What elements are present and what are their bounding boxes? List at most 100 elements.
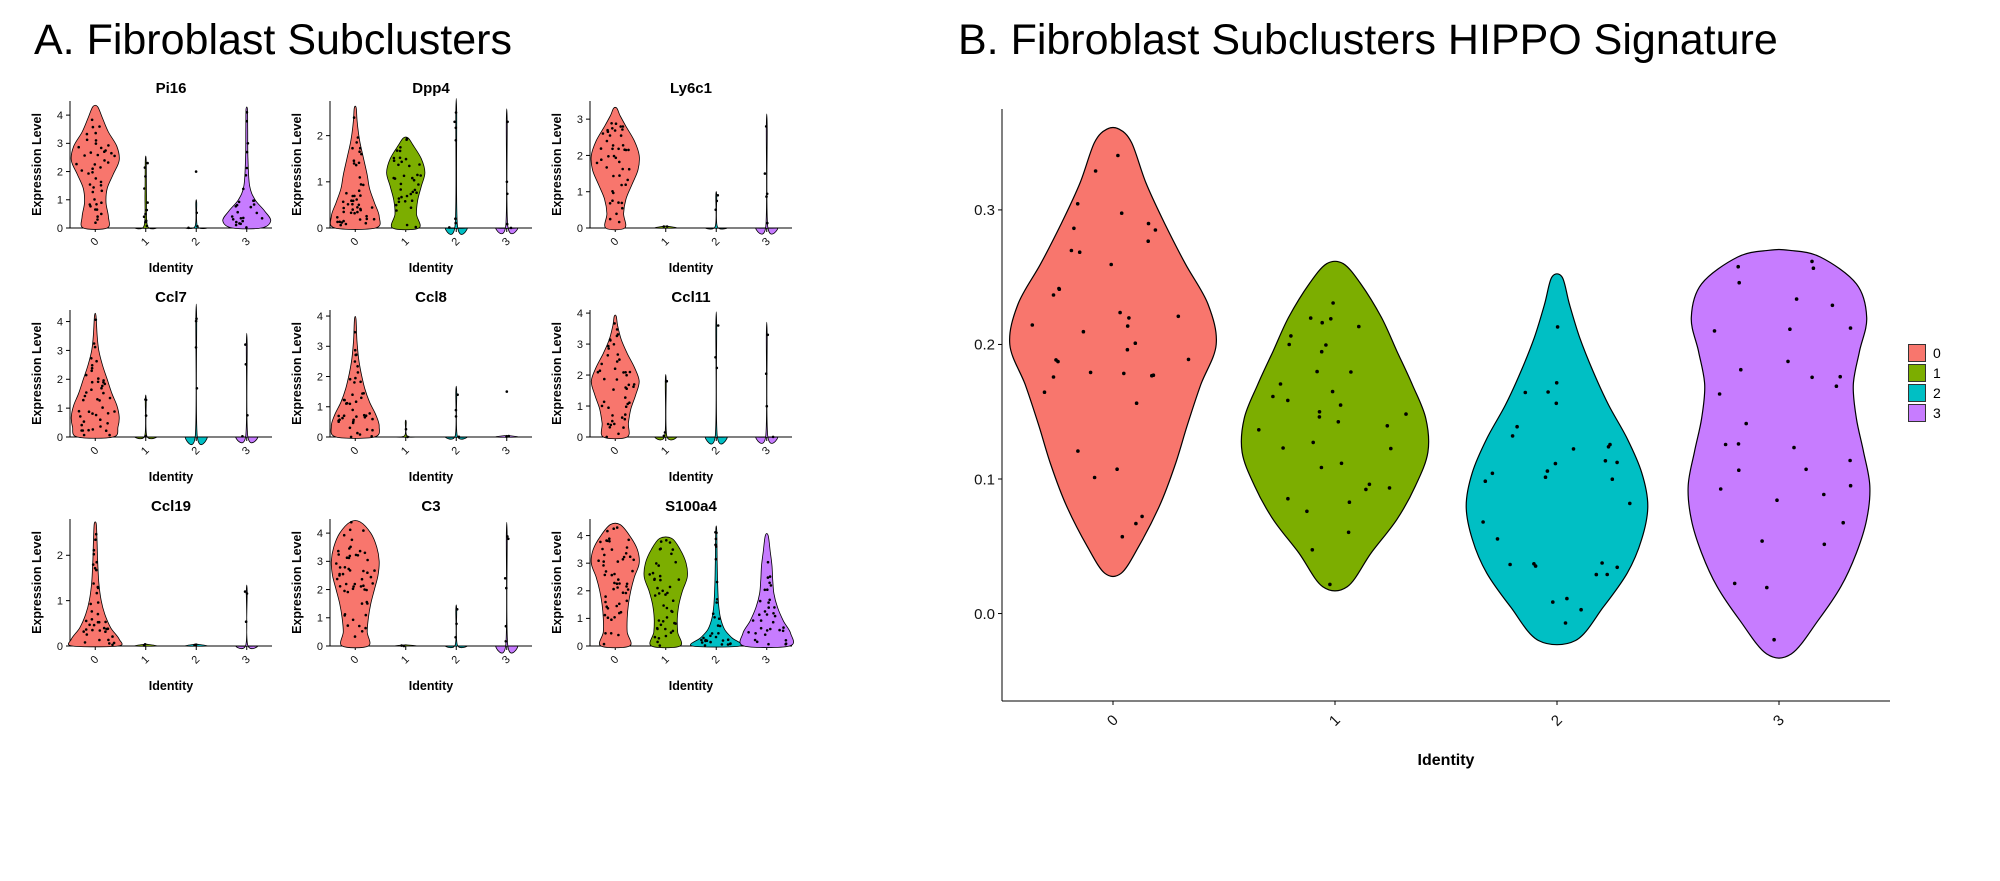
svg-text:1: 1 xyxy=(57,195,63,207)
points-Dpp4-1 xyxy=(392,137,422,229)
violin-chart-c3: C3 0 1 2 3 4 0 1 2 3 Identity Expression Level xyxy=(290,498,532,693)
legend-item-3: 3 xyxy=(1908,404,1941,422)
svg-text:0: 0 xyxy=(317,432,323,444)
y-axis: 0 1 2 3 4 xyxy=(577,530,590,653)
points-Pi16-3 xyxy=(230,111,264,229)
violin-chart-ccl11: Ccl11 0 1 2 3 4 0 1 2 3 Identity Expression Level xyxy=(550,289,792,484)
points-Pi16-2 xyxy=(187,170,199,230)
points-Dpp4-3 xyxy=(505,120,513,230)
x-axis-label: Identity xyxy=(149,470,193,484)
violin-Dpp4-3 xyxy=(495,108,519,235)
subplot-title: Ccl8 xyxy=(415,289,447,306)
subplot-title: Dpp4 xyxy=(412,80,450,97)
points-Ly6c1-2 xyxy=(714,194,720,211)
svg-text:0.3: 0.3 xyxy=(974,202,995,219)
x-axis: 0 1 2 3 xyxy=(609,646,773,666)
violin-Ccl11-2 xyxy=(704,311,728,445)
violin-Dpp4-0 xyxy=(329,105,381,230)
points-Ccl11-2 xyxy=(714,324,720,370)
svg-text:3: 3 xyxy=(317,556,323,568)
svg-text:2: 2 xyxy=(710,445,723,458)
svg-text:1: 1 xyxy=(139,654,152,667)
violin-chart-dpp4: Dpp4 0 1 2 0 1 2 3 Identity Expression Level xyxy=(290,80,532,275)
points-Ccl8-0 xyxy=(337,330,374,439)
y-axis-label: Expression Level xyxy=(290,531,304,634)
svg-text:2: 2 xyxy=(190,445,203,458)
svg-text:0.0: 0.0 xyxy=(974,606,995,623)
svg-text:0: 0 xyxy=(349,236,362,249)
svg-text:0.2: 0.2 xyxy=(974,337,995,354)
points-S100a4-0 xyxy=(597,526,635,646)
y-axis-label: Expression Level xyxy=(290,322,304,425)
svg-text:0: 0 xyxy=(609,654,622,667)
violin-Pi16-2 xyxy=(184,199,208,230)
x-axis-label: Identity xyxy=(1418,752,1475,769)
svg-text:1: 1 xyxy=(57,595,63,607)
svg-text:0: 0 xyxy=(89,236,102,249)
points-C3-0 xyxy=(335,520,376,638)
svg-text:2: 2 xyxy=(577,150,583,162)
violin-C3-1 xyxy=(394,644,418,647)
svg-text:2: 2 xyxy=(317,130,323,142)
svg-text:2: 2 xyxy=(57,166,63,178)
legend-swatch-icon xyxy=(1908,404,1926,422)
y-axis: 0 1 2 xyxy=(317,130,330,235)
svg-text:0: 0 xyxy=(1104,712,1122,730)
violin-C3-2 xyxy=(444,604,468,649)
legend-item-1: 1 xyxy=(1908,364,1941,382)
points-C3-3 xyxy=(503,535,510,643)
points-hippo_signature-1 xyxy=(1257,301,1408,587)
svg-text:1: 1 xyxy=(1326,712,1344,730)
svg-text:4: 4 xyxy=(317,311,323,323)
points-Ccl7-0 xyxy=(77,318,116,437)
violin-chart-ly6c1: Ly6c1 0 1 2 3 0 1 2 3 Identity Expression Level xyxy=(550,80,792,275)
subplot-s100a4: S100a4 0 1 2 3 4 0 1 2 3 Identity Expression Level xyxy=(550,495,798,700)
svg-text:1: 1 xyxy=(577,187,583,199)
y-axis-label: Expression Level xyxy=(290,113,304,216)
svg-text:1: 1 xyxy=(577,401,583,413)
svg-text:3: 3 xyxy=(577,114,583,126)
subplot-title: Ccl19 xyxy=(151,498,191,515)
violin-Ccl7-2 xyxy=(184,303,208,446)
svg-text:3: 3 xyxy=(1770,712,1788,730)
points-Ccl19-1 xyxy=(142,643,147,647)
points-hippo_signature-0 xyxy=(1030,153,1191,539)
y-axis: 0 1 2 3 4 xyxy=(317,528,330,653)
subplot-ly6c1: Ly6c1 0 1 2 3 0 1 2 3 Identity Expression Level xyxy=(550,77,798,282)
y-axis: 0 1 2 3 4 xyxy=(57,316,70,444)
svg-text:0: 0 xyxy=(317,641,323,653)
svg-text:3: 3 xyxy=(577,558,583,570)
violin-Ly6c1-0 xyxy=(590,106,640,231)
x-axis: 0 1 2 3 xyxy=(349,646,513,666)
points-Ccl8-3 xyxy=(505,390,511,438)
x-axis-label: Identity xyxy=(409,679,453,693)
y-axis-label: Expression Level xyxy=(550,531,564,634)
x-axis-label: Identity xyxy=(409,261,453,275)
svg-text:0: 0 xyxy=(577,641,583,653)
x-axis: 0 1 2 3 xyxy=(89,646,253,666)
svg-text:0: 0 xyxy=(57,641,63,653)
points-Ccl19-2 xyxy=(193,643,198,647)
violin-chart-ccl19: Ccl19 0 1 2 0 1 2 3 Identity Expression Level xyxy=(30,498,272,693)
svg-text:2: 2 xyxy=(577,370,583,382)
y-axis: 0 1 2 3 4 xyxy=(317,311,330,444)
svg-text:1: 1 xyxy=(577,613,583,625)
svg-text:2: 2 xyxy=(57,550,63,562)
points-hippo_signature-3 xyxy=(1712,259,1853,642)
svg-text:0: 0 xyxy=(89,445,102,458)
violin-Ccl11-1 xyxy=(654,374,678,441)
svg-text:3: 3 xyxy=(57,345,63,357)
legend-swatch-icon xyxy=(1908,384,1926,402)
points-Ccl7-1 xyxy=(144,398,148,438)
points-Ccl11-3 xyxy=(764,333,775,439)
axes xyxy=(1001,109,1890,702)
subplot-dpp4: Dpp4 0 1 2 0 1 2 3 Identity Expression Level xyxy=(290,77,538,282)
y-axis: 0 1 2 3 4 xyxy=(577,308,590,444)
violin-Ccl19-0 xyxy=(67,521,123,648)
subplot-pi16: Pi16 0 1 2 3 4 0 1 2 3 Identity Expression Level xyxy=(30,77,278,282)
x-axis: 0 1 2 3 xyxy=(349,437,513,457)
points-Ccl19-3 xyxy=(243,590,249,623)
x-axis-label: Identity xyxy=(669,679,713,693)
svg-text:1: 1 xyxy=(139,445,152,458)
